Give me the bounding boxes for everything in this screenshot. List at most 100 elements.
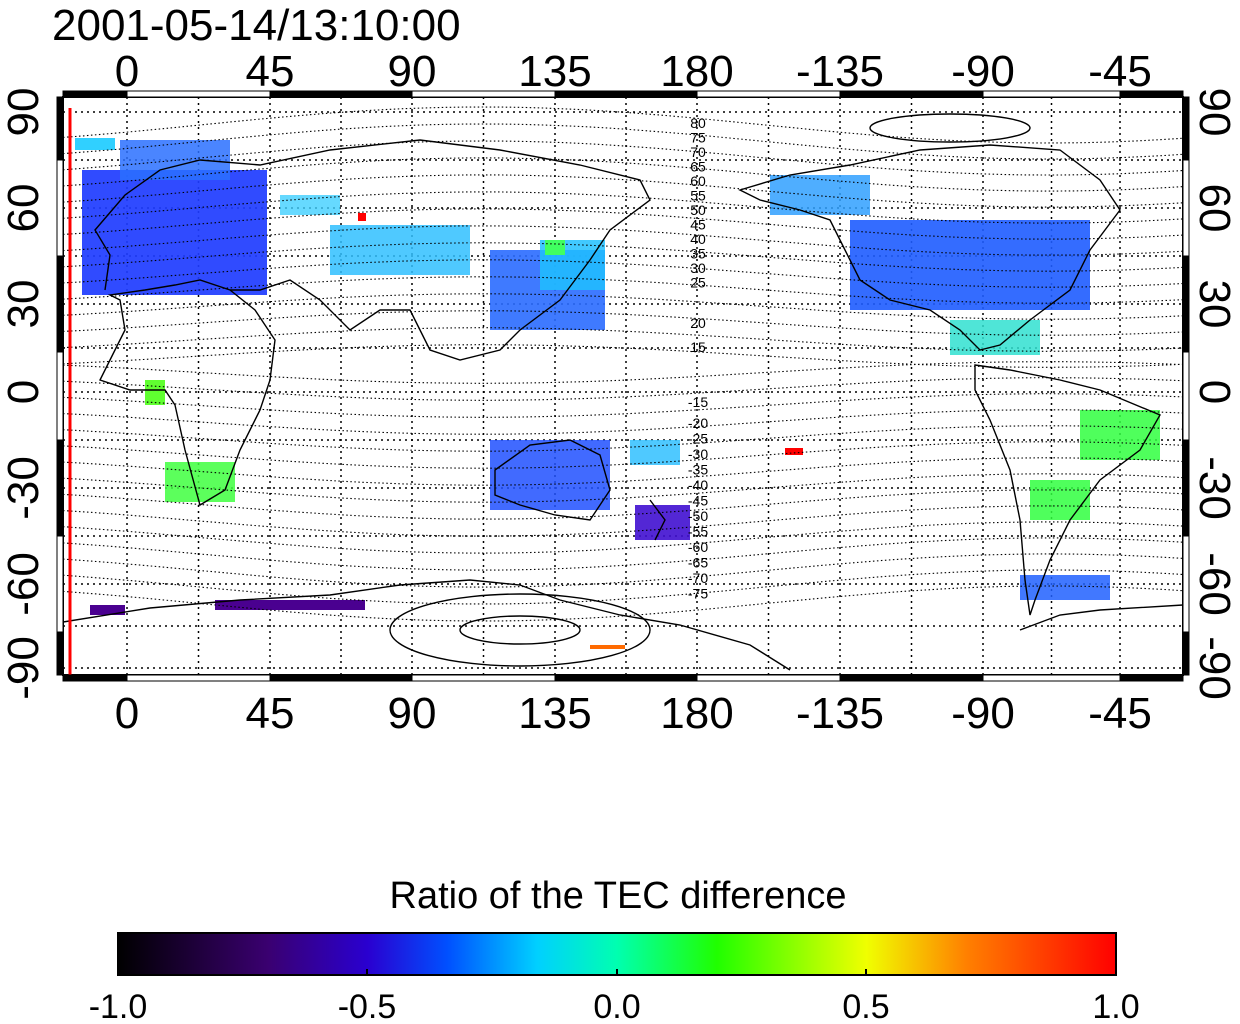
patch-asia-mid <box>330 225 470 275</box>
axis-bars <box>56 90 1190 682</box>
axis-bar-left <box>56 535 64 633</box>
lat-tick-label-right: 60 <box>1190 184 1239 233</box>
patch-antarctic-1 <box>215 600 365 610</box>
lat-tick-label-left: -90 <box>0 636 48 700</box>
lon-tick-label-top: 180 <box>660 47 733 96</box>
contour-label: 65 <box>690 159 706 175</box>
contour-label: -35 <box>688 462 708 478</box>
lon-tick-label-bottom: 0 <box>115 689 139 738</box>
contour-label: -20 <box>688 415 708 431</box>
contour-line <box>63 521 1183 554</box>
lat-tick-label-left: 30 <box>0 280 48 329</box>
contour-label: 75 <box>690 130 706 146</box>
patch-europe-arctic <box>75 138 115 150</box>
magnetic-latitude-contours <box>63 106 1183 622</box>
contour-label: 25 <box>690 275 706 291</box>
patch-south-africa <box>165 462 235 502</box>
contour-label: 40 <box>690 231 706 247</box>
lon-tick-label-top: -90 <box>951 47 1015 96</box>
plot-title: 2001-05-14/13:10:00 <box>52 1 461 50</box>
colorbar-tick-label: -0.5 <box>338 988 397 1024</box>
colorbar-title: Ratio of the TEC difference <box>390 875 847 917</box>
contour-label: 20 <box>690 315 706 331</box>
patch-europe <box>82 170 267 295</box>
contour-label: -30 <box>688 446 708 462</box>
axis-bar-bottom <box>839 674 984 682</box>
patch-patagonia <box>1020 575 1110 600</box>
patch-argentina <box>1030 480 1090 520</box>
patch-asia-north <box>280 195 340 215</box>
lon-tick-label-bottom: -45 <box>1088 689 1152 738</box>
lat-ticks-left: 90 60 30 0 -30 -60 -90 <box>0 88 48 700</box>
contour-label: -65 <box>688 555 708 571</box>
patch-korea-green <box>545 240 565 255</box>
axis-bar-left <box>56 96 64 161</box>
axis-bar-bottom <box>269 674 413 682</box>
tec-data-patches <box>75 138 1160 649</box>
contour-label: -70 <box>688 570 708 586</box>
colorbar-tick-label: 0.0 <box>593 988 640 1024</box>
contour-line <box>63 310 1183 336</box>
lat-tick-label-left: -60 <box>0 552 48 616</box>
lon-ticks-top: 0 45 90 135 180 -135 -90 -45 <box>115 47 1152 96</box>
patch-mexico <box>950 320 1040 355</box>
contour-line <box>63 393 1183 418</box>
contour-label: 80 <box>690 115 706 131</box>
contour-label: -60 <box>688 539 708 555</box>
axis-bar-left <box>56 631 64 676</box>
patch-new-zealand <box>635 505 690 540</box>
contour-line <box>63 208 1183 240</box>
lat-tick-label-left: -30 <box>0 456 48 520</box>
lat-ticks-right: 90 60 30 0 -30 -60 -90 <box>1190 88 1239 700</box>
axis-bar-right <box>1182 255 1190 353</box>
lat-tick-label-left: 0 <box>0 380 48 404</box>
lat-tick-label-right: 0 <box>1190 380 1239 404</box>
contour-label: 70 <box>690 144 706 160</box>
contour-line <box>63 409 1183 435</box>
contour-line <box>63 225 1183 256</box>
contour-line <box>63 157 1183 192</box>
contour-line <box>63 140 1183 176</box>
axis-bar-bottom <box>1119 674 1184 682</box>
contour-label: 55 <box>690 188 706 204</box>
lon-tick-label-top: 135 <box>518 47 591 96</box>
patch-pacific-red <box>785 448 803 455</box>
contour-north-oval <box>869 113 1031 143</box>
colorbar-tick-label: 0.5 <box>842 988 889 1024</box>
patch-europe-red <box>358 213 366 221</box>
lat-tick-label-left: 60 <box>0 184 48 233</box>
contour-label: -15 <box>688 394 708 410</box>
contour-line <box>63 242 1183 272</box>
lon-tick-label-top: 45 <box>246 47 295 96</box>
contour-line <box>63 327 1183 352</box>
axis-bar-bottom <box>696 674 841 682</box>
colorbar-ticks: -1.0 -0.5 0.0 0.5 1.0 <box>89 969 1140 1024</box>
contour-line <box>63 123 1183 160</box>
contour-line <box>63 585 1183 622</box>
lat-tick-label-right: 30 <box>1190 280 1239 329</box>
axis-bar-left <box>56 351 64 441</box>
coast-australia <box>494 439 611 521</box>
patch-australia <box>490 440 610 510</box>
lon-tick-label-top: -135 <box>796 47 884 96</box>
patch-canada <box>770 175 870 215</box>
lon-tick-label-top: 90 <box>388 47 437 96</box>
lon-tick-label-bottom: 90 <box>388 689 437 738</box>
coast-antarctica <box>63 579 791 671</box>
coast-eurasia <box>94 139 651 361</box>
coast-europe-africa <box>99 279 276 507</box>
contour-line <box>63 276 1183 304</box>
contour-label: -45 <box>688 493 708 509</box>
contour-line <box>63 441 1183 469</box>
axis-bar-bottom <box>126 674 271 682</box>
contour-label: 60 <box>690 173 706 189</box>
lon-ticks-bottom: 0 45 90 135 180 -135 -90 -45 <box>115 689 1152 738</box>
contour-line <box>63 259 1183 288</box>
colorbar-tick-label: -1.0 <box>89 988 148 1024</box>
coast-south-america <box>974 364 1162 616</box>
coast-new-zealand <box>649 499 666 541</box>
contour-line <box>63 293 1183 320</box>
contour-line <box>63 106 1183 144</box>
coast-north-america <box>738 144 1121 351</box>
